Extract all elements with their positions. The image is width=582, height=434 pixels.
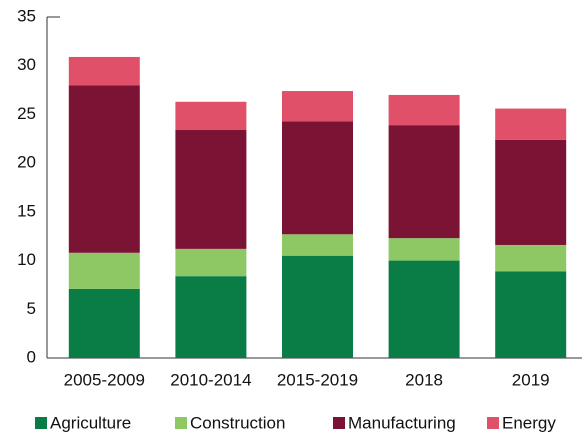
y-tick-label: 35: [17, 6, 36, 25]
legend-label: Agriculture: [50, 413, 131, 432]
y-tick-label: 15: [17, 201, 36, 220]
y-tick-label: 30: [17, 55, 36, 74]
bar-segment: [68, 288, 140, 358]
y-tick-label: 25: [17, 104, 36, 123]
legend-label: Construction: [190, 413, 285, 432]
bar-segment: [495, 271, 567, 358]
bar-segment: [495, 244, 567, 272]
bar-segment: [495, 108, 567, 140]
legend-swatch: [175, 417, 187, 429]
bar-segment: [68, 56, 140, 86]
bar-segment: [495, 139, 567, 245]
x-tick-label: 2019: [512, 370, 550, 389]
legend-label: Energy: [502, 413, 556, 432]
y-tick-label: 5: [27, 299, 36, 318]
bar-segment: [388, 260, 460, 358]
y-tick-label: 20: [17, 153, 36, 172]
y-tick-label: 0: [27, 347, 36, 366]
bar-segment: [282, 91, 353, 122]
legend-swatch: [35, 417, 47, 429]
bar-segment: [175, 276, 247, 358]
bar-segment: [282, 234, 353, 256]
x-tick-label: 2010-2014: [170, 370, 251, 389]
bar-segment: [282, 255, 353, 358]
bar-segment: [388, 238, 460, 261]
bar-segment: [175, 130, 247, 249]
x-tick-label: 2005-2009: [64, 370, 145, 389]
bar-segment: [175, 248, 247, 277]
x-tick-label: 2018: [405, 370, 443, 389]
legend-swatch: [487, 417, 499, 429]
legend-swatch: [333, 417, 345, 429]
bar-segment: [388, 94, 460, 126]
bar-segment: [68, 252, 140, 289]
bar-segment: [388, 125, 460, 239]
bar-segment: [175, 101, 247, 131]
y-tick-label: 10: [17, 250, 36, 269]
x-tick-label: 2015-2019: [277, 370, 358, 389]
bar-segment: [282, 121, 353, 235]
bar-segment: [68, 85, 140, 253]
legend-label: Manufacturing: [348, 413, 456, 432]
